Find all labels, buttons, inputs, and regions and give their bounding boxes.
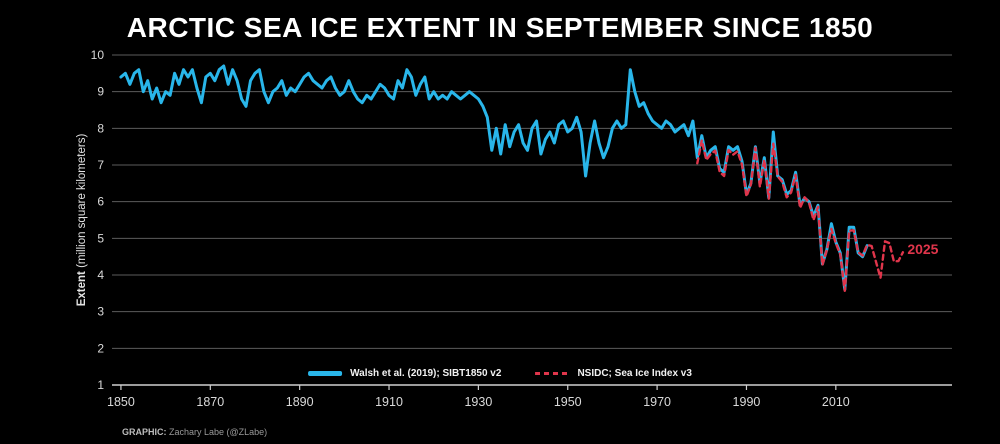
legend-item-walsh: Walsh et al. (2019); SIBT1850 v2 — [308, 368, 501, 379]
y-tick-label: 10 — [91, 48, 105, 62]
y-axis-label-rest: (million square kilometers) — [76, 133, 88, 272]
chart-title: ARCTIC SEA ICE EXTENT IN SEPTEMBER SINCE… — [126, 12, 874, 43]
y-axis-label-bold: Extent — [76, 271, 88, 307]
y-tick-label: 9 — [97, 85, 104, 99]
legend-label-walsh: Walsh et al. (2019); SIBT1850 v2 — [350, 368, 502, 379]
x-tick-label: 1950 — [554, 395, 582, 409]
y-tick-label: 3 — [97, 305, 104, 319]
x-tick-label: 1890 — [286, 395, 314, 409]
x-tick-label: 1850 — [107, 395, 135, 409]
y-tick-label: 6 — [97, 195, 104, 209]
y-tick-label: 8 — [97, 121, 104, 135]
legend-item-nsidc: NSIDC; Sea Ice Index v3 — [535, 368, 692, 379]
x-tick-label: 1990 — [733, 395, 761, 409]
x-tick-label: 1930 — [464, 395, 492, 409]
credit-line: GRAPHIC: Zachary Labe (@ZLabe) — [122, 427, 267, 437]
x-tick-label: 1910 — [375, 395, 403, 409]
series-line-nsidc — [696, 139, 905, 292]
series-line-walsh — [119, 64, 869, 292]
x-tick-label: 1970 — [643, 395, 671, 409]
credit-prefix: GRAPHIC: — [122, 427, 167, 437]
y-tick-label: 2 — [97, 341, 104, 355]
x-tick-label: 1870 — [196, 395, 224, 409]
walsh-line-swatch — [308, 371, 343, 376]
x-tick-label: 2010 — [822, 395, 850, 409]
y-tick-label: 5 — [97, 231, 104, 245]
y-tick-label: 7 — [97, 158, 104, 172]
legend: Walsh et al. (2019); SIBT1850 v2 NSIDC; … — [308, 368, 692, 379]
nsidc-line-swatch — [535, 372, 570, 375]
annotation-2025: 2025 — [907, 241, 939, 258]
credit-text: Zachary Labe (@ZLabe) — [166, 427, 268, 437]
y-tick-label: 1 — [97, 378, 104, 392]
y-tick-label: 4 — [97, 268, 104, 282]
y-axis-label: Extent (million square kilometers) — [76, 134, 88, 307]
legend-label-nsidc: NSIDC; Sea Ice Index v3 — [577, 368, 692, 379]
